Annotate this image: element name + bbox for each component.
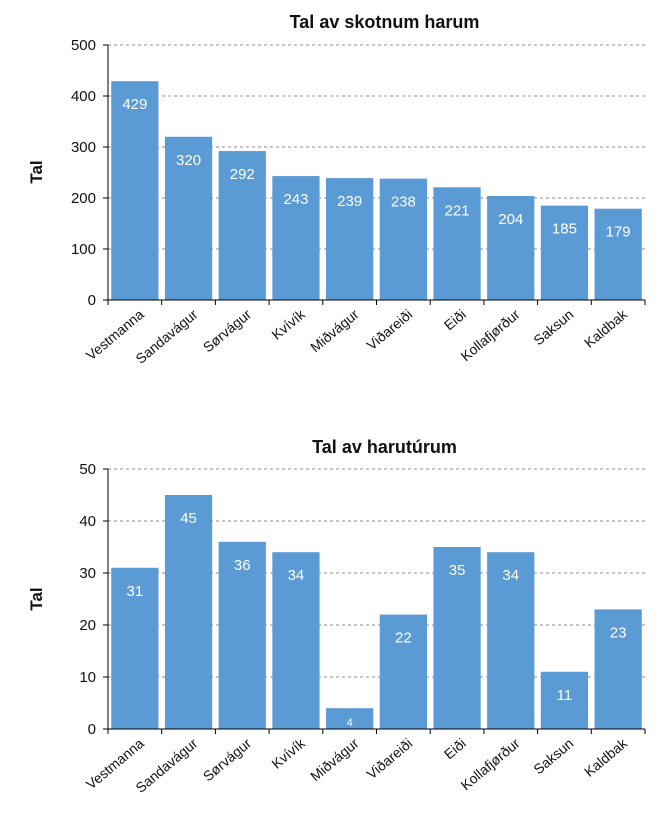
data-label: 243 — [283, 191, 308, 208]
y-tick-label: 200 — [71, 190, 96, 207]
data-label: 292 — [230, 166, 255, 183]
data-label: 35 — [449, 562, 466, 579]
bar — [218, 151, 266, 300]
y-tick-label: 500 — [71, 37, 96, 54]
x-tick-label: Kaldbak — [581, 734, 631, 779]
x-tick-label: Miðvágur — [307, 306, 362, 355]
chart-title: Tal av harutúrum — [312, 437, 457, 457]
data-label: 238 — [391, 194, 416, 211]
bar — [594, 609, 642, 729]
y-axis-label: Tal — [27, 160, 46, 183]
bar — [326, 178, 374, 300]
data-label: 22 — [395, 630, 412, 647]
x-tick-label: Sørvágur — [200, 306, 255, 355]
bar — [164, 495, 213, 729]
data-label: 179 — [606, 224, 631, 241]
bar — [326, 708, 374, 729]
data-label: 221 — [445, 202, 470, 219]
y-tick-label: 300 — [71, 139, 96, 156]
x-tick-label: Saksun — [530, 735, 576, 777]
data-label: 45 — [180, 510, 197, 527]
chart-bottom-hare-trips: Tal av harutúrumTal0102030405031Vestmann… — [27, 437, 646, 796]
y-axis-label: Tal — [27, 587, 46, 610]
bar — [433, 187, 481, 300]
y-tick-label: 10 — [79, 669, 96, 686]
bar — [594, 208, 642, 300]
chart-top-shot-hares: Tal av skotnum harum Tal 0 100 200 300 400 500 4… — [27, 12, 646, 367]
x-tick-label: Kvívík — [268, 305, 308, 342]
x-tick-label: Saksun — [530, 306, 576, 348]
x-tick-label: Sørvágur — [200, 735, 255, 784]
bar — [111, 567, 159, 729]
bar — [487, 195, 535, 300]
bar — [379, 178, 427, 300]
data-label: 11 — [557, 687, 573, 704]
x-tick-label: Kaldbak — [581, 305, 631, 350]
bar — [272, 552, 320, 729]
bar — [164, 136, 213, 300]
x-tick-label: Eiði — [441, 735, 469, 762]
data-label: 185 — [552, 221, 577, 238]
y-tick-label: 400 — [71, 88, 96, 105]
data-label: 4 — [347, 717, 353, 729]
data-label: 320 — [176, 152, 201, 169]
bar — [111, 81, 159, 301]
data-label: 239 — [337, 193, 362, 210]
bar — [218, 541, 266, 729]
x-tick-label: Miðvágur — [307, 735, 362, 784]
x-tick-label: Viðareiði — [363, 306, 415, 353]
data-label: 204 — [498, 211, 523, 228]
x-tick-label: Kollafjørður — [458, 735, 523, 793]
data-label: 34 — [502, 567, 519, 584]
y-tick-label: 30 — [79, 565, 96, 582]
bar — [540, 671, 589, 729]
x-tick-label: Kollafjørður — [458, 306, 523, 364]
data-label: 31 — [127, 583, 144, 600]
bar — [540, 205, 589, 300]
bar — [272, 176, 320, 300]
y-tick-label: 0 — [88, 721, 96, 738]
x-tick-label: Viðareiði — [363, 735, 415, 782]
x-tick-label: Eiði — [441, 306, 469, 333]
y-tick-label: 50 — [79, 461, 96, 478]
data-label: 429 — [122, 96, 147, 113]
bar — [487, 552, 535, 729]
y-tick-label: 0 — [88, 292, 96, 309]
data-label: 23 — [610, 624, 627, 641]
data-label: 34 — [288, 567, 305, 584]
data-label: 36 — [234, 557, 251, 574]
y-tick-label: 100 — [71, 241, 96, 258]
y-tick-label: 20 — [79, 617, 96, 634]
chart-title: Tal av skotnum harum — [290, 12, 480, 32]
x-tick-label: Kvívík — [268, 734, 308, 771]
y-tick-label: 40 — [79, 513, 96, 530]
bar — [433, 547, 481, 729]
bar — [379, 614, 427, 729]
